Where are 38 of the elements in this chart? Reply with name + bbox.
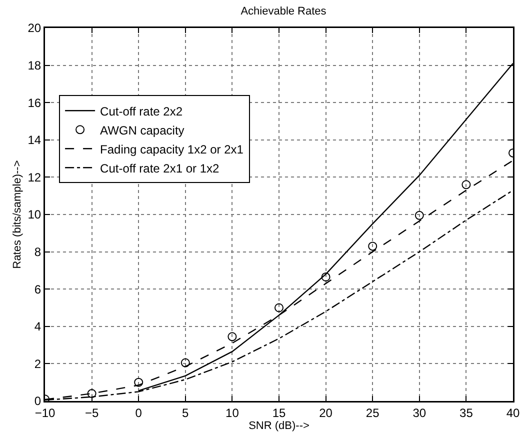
y-tick-label: 18 (28, 58, 42, 72)
y-tick-label: 10 (28, 208, 42, 222)
y-tick-label: 16 (28, 96, 42, 110)
point (414, 210, 424, 220)
y-tick-label: 2 (34, 356, 42, 371)
chart-title: Achievable Rates (240, 5, 327, 18)
point (462, 180, 471, 190)
y-tick-label: 8 (34, 245, 42, 259)
y-tick-label: 14 (28, 133, 42, 148)
point (134, 378, 144, 387)
point (228, 332, 237, 342)
point (180, 358, 190, 368)
legend-label: Fading capacity 1x2 or 2x1 (100, 142, 244, 156)
y-tick-label: 6 (34, 282, 42, 296)
point (321, 272, 330, 282)
x-tick-label: −5 (84, 406, 99, 420)
x-axis-title: SNR (dB)--> (248, 420, 310, 432)
x-tick-label: 30 (412, 406, 426, 420)
x-tick-label: 35 (460, 406, 474, 420)
x-tick-label: 40 (506, 406, 520, 420)
x-tick-label: 5 (182, 406, 190, 420)
legend-label: Cut-off rate 2x2 (100, 104, 183, 118)
x-tick-label: 25 (366, 406, 380, 420)
legend-label: Cut-off rate 2x1 or 1x2 (100, 161, 220, 176)
y-tick-label: 20 (28, 21, 42, 36)
point (274, 303, 284, 312)
y-tick-label: 4 (34, 320, 42, 334)
x-tick-label: 0 (135, 406, 142, 420)
point (87, 389, 96, 398)
y-axis-title: Rates (bits/sample)--> (12, 160, 24, 269)
x-tick-label: 20 (319, 406, 333, 420)
y-tick-label: 12 (28, 170, 42, 184)
y-tick-label: 0 (34, 394, 42, 408)
legend-label: AWGN capacity (100, 123, 184, 138)
x-tick-label: 10 (226, 406, 240, 420)
x-tick-label: 15 (272, 406, 286, 420)
point (368, 242, 378, 251)
x-tick-label: −10 (34, 406, 56, 420)
